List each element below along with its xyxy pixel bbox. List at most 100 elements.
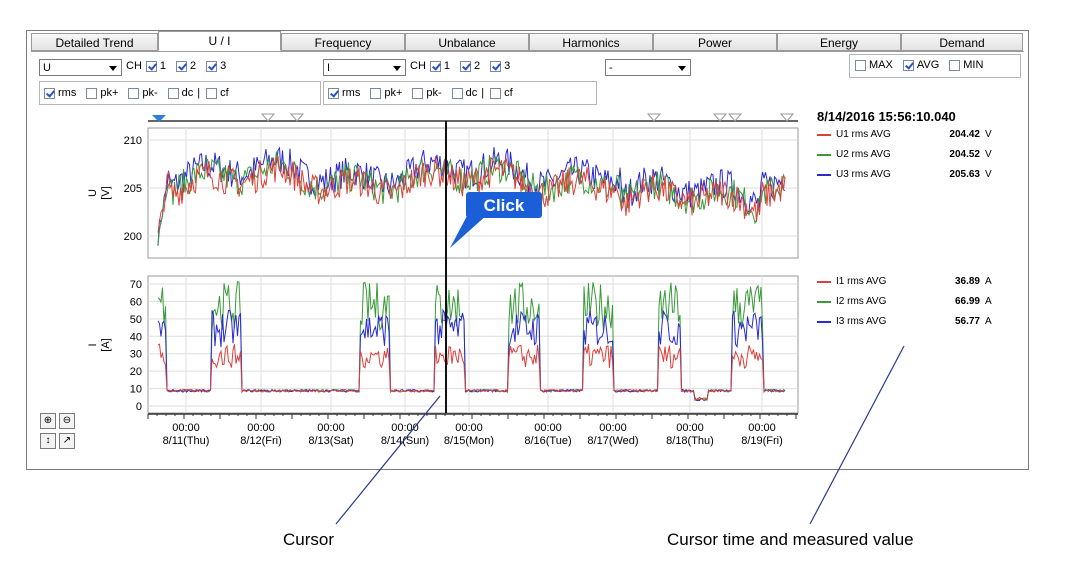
x-tick-date: 8/19(Fri) xyxy=(741,435,783,447)
tab-unbalance[interactable]: Unbalance xyxy=(405,33,529,51)
u-parameter-select-value: U xyxy=(43,62,51,74)
x-tick-time: 00:00 xyxy=(455,422,483,434)
i-type-rms-checkbox-box[interactable] xyxy=(328,87,339,99)
event-marker-icon[interactable] xyxy=(779,113,795,122)
i-y-tick-label: 50 xyxy=(130,314,142,326)
i-type-checkboxes: rms pk+ pk-dc | cf xyxy=(328,87,523,99)
x-tick-time: 00:00 xyxy=(247,422,275,434)
zoom-in-button[interactable]: ⊕ xyxy=(40,413,56,429)
i-y-tick-label: 40 xyxy=(130,331,142,343)
stat-min-checkbox-box[interactable] xyxy=(949,59,961,71)
reading-label: U1 rms AVG xyxy=(836,129,891,140)
u-type-rms-checkbox-label: rms xyxy=(58,87,77,99)
x-tick-time: 00:00 xyxy=(534,422,562,434)
event-marker-icon[interactable] xyxy=(646,113,662,122)
chevron-down-icon xyxy=(109,66,117,71)
event-marker-icon[interactable] xyxy=(727,113,743,122)
u-type-dc-checkbox[interactable]: dc xyxy=(167,87,194,99)
i-channel-1-checkbox-label: 1 xyxy=(443,60,451,72)
stat-min-checkbox[interactable]: MIN xyxy=(949,59,983,71)
third-parameter-select-value: - xyxy=(609,62,613,74)
stat-option-group xyxy=(849,54,1021,78)
tab-harmonics[interactable]: Harmonics xyxy=(529,33,653,51)
i-type-cf-checkbox-box[interactable] xyxy=(490,87,502,99)
zoom-out-button[interactable]: ⊖ xyxy=(59,413,75,429)
u-channel-3-checkbox-box[interactable] xyxy=(206,60,218,72)
tab-detailed-trend[interactable]: Detailed Trend xyxy=(31,33,158,51)
cursor-caption: Cursor xyxy=(283,530,335,549)
i-type-dc-checkbox[interactable]: dc xyxy=(451,87,477,99)
i-type-pkplus-checkbox-box[interactable] xyxy=(370,87,382,99)
i-channel-2-checkbox[interactable]: 2 xyxy=(460,60,480,72)
u3-series-line xyxy=(157,146,786,246)
reading-value: 205.63 xyxy=(949,169,980,180)
reading-row: I3 rms AVG 56.77 A xyxy=(817,316,992,327)
u-type-pkminus-checkbox-box[interactable] xyxy=(128,87,140,99)
tab-frequency[interactable]: Frequency xyxy=(281,33,405,51)
i-channel-2-checkbox-box[interactable] xyxy=(460,60,472,72)
u-channel-1-checkbox-box[interactable] xyxy=(145,60,157,72)
reading-value: 204.52 xyxy=(949,149,980,160)
stat-max-checkbox-box[interactable] xyxy=(855,59,866,71)
event-marker-icon[interactable] xyxy=(289,113,305,122)
i-channel-1-checkbox[interactable]: 1 xyxy=(429,60,451,72)
event-marker-icon[interactable] xyxy=(260,113,276,122)
third-parameter-select[interactable]: - xyxy=(605,59,691,76)
i-type-pkplus-checkbox[interactable]: pk+ xyxy=(370,87,402,99)
vertical-fit-icon: ↕ xyxy=(45,435,51,446)
click-callout-text: Click xyxy=(484,196,525,215)
u-type-pkminus-checkbox[interactable]: pk- xyxy=(128,87,158,99)
auto-scale-button[interactable]: ↗ xyxy=(59,433,75,449)
u-type-rms-checkbox-box[interactable] xyxy=(44,87,55,99)
stat-max-checkbox[interactable]: MAX xyxy=(855,59,893,71)
i-plot-area[interactable] xyxy=(147,275,799,414)
u-type-rms-checkbox[interactable]: rms xyxy=(44,87,76,99)
i-type-dc-checkbox-box[interactable] xyxy=(451,87,463,99)
reading-unit: A xyxy=(985,316,992,327)
u-channel-2-checkbox-box[interactable] xyxy=(176,60,188,72)
series-color-swatch xyxy=(817,300,831,303)
u-type-pkplus-checkbox[interactable]: pk+ xyxy=(86,87,118,99)
tab-u-i[interactable]: U / I xyxy=(158,31,281,51)
u-channel-1-checkbox[interactable]: 1 xyxy=(145,60,166,72)
i-type-pkminus-checkbox[interactable]: pk- xyxy=(412,87,442,99)
stat-avg-checkbox-box[interactable] xyxy=(902,59,914,71)
x-tick-time: 00:00 xyxy=(676,422,704,434)
i-type-cf-checkbox-label: cf xyxy=(504,87,513,99)
u-type-dc-checkbox-label: dc xyxy=(181,87,194,99)
i-channel-3-checkbox-box[interactable] xyxy=(490,60,502,72)
u-type-pkplus-checkbox-box[interactable] xyxy=(86,87,98,99)
cursor-time: 8/14/2016 15:56:10.040 xyxy=(817,109,956,124)
tab-demand[interactable]: Demand xyxy=(901,33,1023,51)
series-color-swatch xyxy=(817,153,831,156)
u-type-cf-checkbox-box[interactable] xyxy=(206,87,218,99)
i-type-rms-checkbox[interactable]: rms xyxy=(328,87,360,99)
vertical-fit-button[interactable]: ↕ xyxy=(40,433,56,449)
i-parameter-select[interactable]: I xyxy=(323,59,406,76)
reading-unit: V xyxy=(985,149,992,160)
reading-unit: A xyxy=(985,276,992,287)
x-tick-date: 8/15(Mon) xyxy=(444,435,494,447)
u-y-tick-label: 210 xyxy=(124,135,142,147)
series-color-swatch xyxy=(817,133,831,136)
reading-unit: V xyxy=(985,129,992,140)
series-color-swatch xyxy=(817,320,831,323)
i-type-pkminus-checkbox-box[interactable] xyxy=(412,87,424,99)
stat-avg-checkbox[interactable]: AVG xyxy=(902,59,939,71)
u-type-cf-checkbox[interactable]: cf xyxy=(206,87,229,99)
i-channel-3-checkbox[interactable]: 3 xyxy=(490,60,510,72)
u1-series-line xyxy=(157,155,786,233)
event-marker-icon[interactable] xyxy=(152,115,166,122)
event-marker-icon[interactable] xyxy=(712,113,728,122)
u-parameter-select[interactable]: U xyxy=(39,59,122,76)
tab-power[interactable]: Power xyxy=(653,33,777,51)
tab-energy[interactable]: Energy xyxy=(777,33,901,51)
u-type-dc-checkbox-box[interactable] xyxy=(167,87,179,99)
u-channel-2-checkbox[interactable]: 2 xyxy=(176,60,196,72)
u-y-tick-label: 205 xyxy=(124,183,142,195)
i-channel-1-checkbox-box[interactable] xyxy=(429,60,441,72)
u-channel-3-checkbox[interactable]: 3 xyxy=(206,60,226,72)
u-type-pkminus-checkbox-label: pk- xyxy=(142,87,158,99)
i-type-cf-checkbox[interactable]: cf xyxy=(490,87,513,99)
